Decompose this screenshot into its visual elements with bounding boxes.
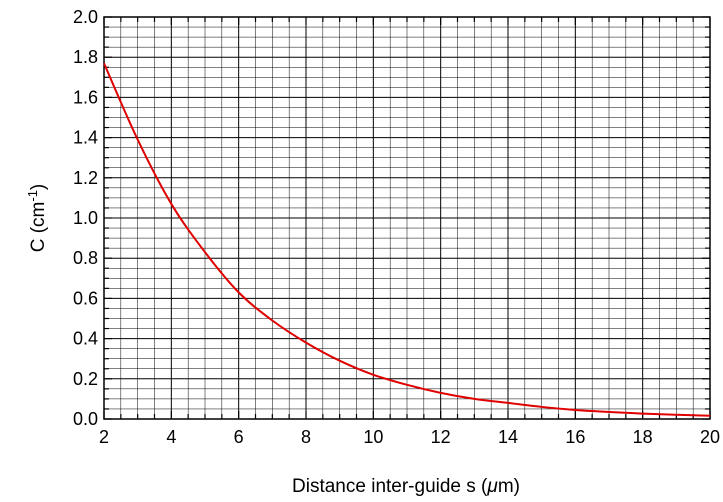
y-tick-label: 1.2 [73, 168, 98, 188]
y-tick-label: 0.8 [73, 248, 98, 268]
y-tick-label: 2.0 [73, 7, 98, 27]
y-axis-label-suffix: ) [28, 184, 49, 190]
y-tick-label: 0.4 [73, 329, 98, 349]
x-tick-label: 8 [301, 427, 311, 447]
y-tick-label: 1.6 [73, 87, 98, 107]
x-tick-label: 2 [99, 427, 109, 447]
y-axis-label-sup: -1 [25, 190, 40, 202]
x-tick-label: 12 [431, 427, 451, 447]
y-tick-labels: 0.0 0.2 0.4 0.6 0.8 1.0 1.2 1.4 1.6 1.8 2.0 [73, 7, 98, 429]
y-tick-label: 1.8 [73, 47, 98, 67]
x-tick-label: 14 [498, 427, 518, 447]
x-tick-label: 18 [633, 427, 653, 447]
x-axis-label-prefix: Distance inter-guide s ( [292, 476, 488, 497]
x-tick-label: 10 [363, 427, 383, 447]
x-tick-label: 20 [700, 427, 720, 447]
y-tick-label: 0.2 [73, 369, 98, 389]
x-axis-label: Distance inter-guide s (μm) [292, 476, 520, 497]
x-tick-label: 6 [234, 427, 244, 447]
x-tick-label: 4 [166, 427, 176, 447]
y-tick-label: 1.0 [73, 208, 98, 228]
x-tick-labels: 2 4 6 8 10 12 14 16 18 20 [99, 427, 720, 447]
x-axis-label-mu: μ [486, 476, 498, 497]
y-axis-label: C (cm-1) [25, 184, 49, 253]
y-tick-label: 0.0 [73, 409, 98, 429]
y-tick-label: 0.6 [73, 288, 98, 308]
x-axis-label-suffix: m) [498, 476, 520, 497]
y-axis-label-prefix: C (cm [28, 202, 49, 253]
x-tick-label: 16 [565, 427, 585, 447]
y-tick-label: 1.4 [73, 128, 98, 148]
